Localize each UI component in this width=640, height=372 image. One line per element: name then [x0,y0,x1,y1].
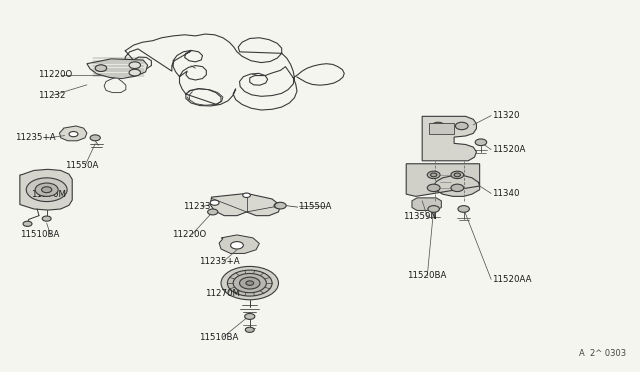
Text: 11270M: 11270M [31,190,67,199]
Circle shape [90,135,100,141]
Text: 11550A: 11550A [298,202,331,211]
Circle shape [129,69,141,76]
Circle shape [129,62,141,68]
Text: 11340: 11340 [492,189,520,198]
Circle shape [475,139,486,145]
Circle shape [458,206,469,212]
Circle shape [451,184,464,192]
Polygon shape [60,126,87,141]
Circle shape [456,122,468,130]
Text: 11359N: 11359N [403,212,437,221]
Circle shape [207,209,218,215]
Text: A  2^ 0303: A 2^ 0303 [579,349,627,358]
Text: 11235+A: 11235+A [15,133,56,142]
Circle shape [432,122,445,130]
Circle shape [275,202,286,209]
Circle shape [243,193,250,198]
Circle shape [221,266,278,300]
Circle shape [451,171,464,179]
Polygon shape [20,169,72,210]
Circle shape [428,184,440,192]
Circle shape [210,200,219,205]
Text: 11270M: 11270M [205,289,240,298]
Circle shape [454,173,461,177]
Text: 11220O: 11220O [38,70,72,79]
Circle shape [23,221,32,227]
Circle shape [42,187,52,193]
Circle shape [230,241,243,249]
Text: 11232: 11232 [38,91,65,100]
Circle shape [227,270,272,296]
Circle shape [233,273,266,293]
Polygon shape [219,235,259,253]
Polygon shape [210,193,280,216]
Circle shape [42,216,51,221]
Bar [429,123,454,134]
Polygon shape [406,164,479,196]
Circle shape [428,206,440,212]
Polygon shape [412,198,442,211]
Circle shape [69,132,78,137]
Text: 11520BA: 11520BA [407,271,446,280]
Circle shape [239,277,260,289]
Text: 11320: 11320 [492,111,520,120]
Text: 11235+A: 11235+A [198,257,239,266]
Text: 11520A: 11520A [492,145,526,154]
Circle shape [246,281,253,285]
Circle shape [96,65,106,71]
Polygon shape [87,59,148,78]
Circle shape [95,65,107,71]
Circle shape [26,178,67,202]
Circle shape [428,171,440,179]
Circle shape [245,327,254,333]
Text: 11510BA: 11510BA [198,333,238,342]
Circle shape [431,173,437,177]
Polygon shape [422,116,476,161]
Text: 11550A: 11550A [65,161,98,170]
Text: 11233: 11233 [182,202,210,211]
Circle shape [274,203,283,208]
Circle shape [244,314,255,320]
Circle shape [35,183,58,196]
Text: 11520AA: 11520AA [492,275,532,284]
Text: 11510BA: 11510BA [20,230,60,240]
Text: 11220O: 11220O [172,230,206,239]
